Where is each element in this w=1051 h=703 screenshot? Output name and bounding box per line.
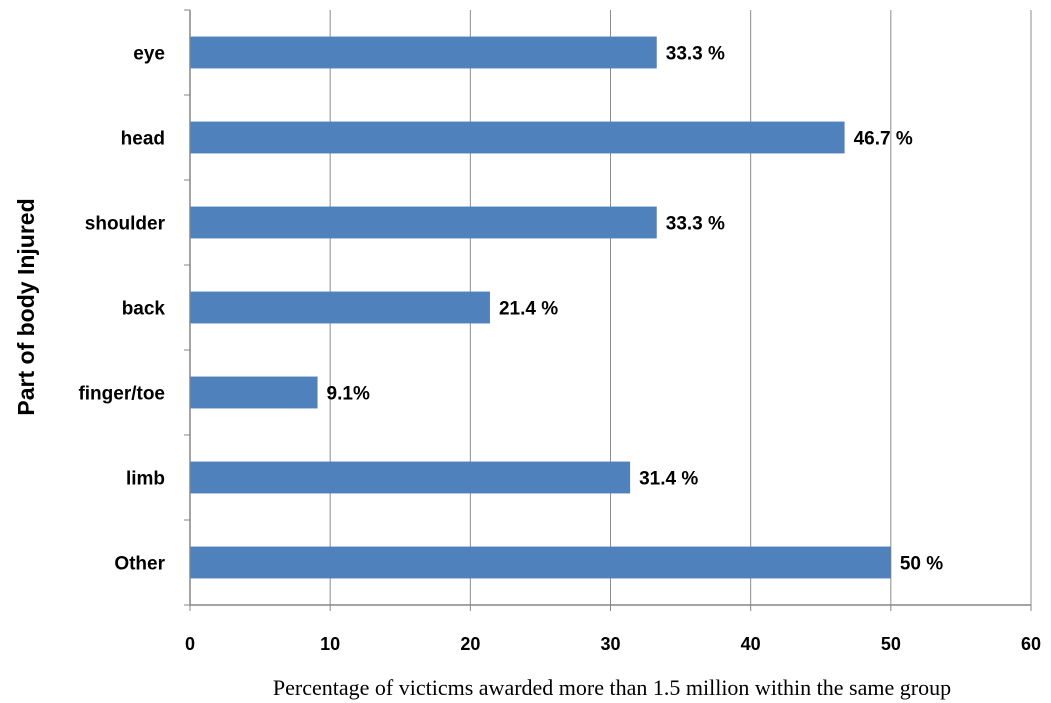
bar-2 — [190, 206, 657, 239]
x-tick-label-0: 0 — [185, 634, 195, 654]
x-tick-label-3: 30 — [600, 634, 620, 654]
data-label-0: 33.3 % — [666, 44, 725, 65]
category-label-6: Other — [114, 554, 165, 575]
x-axis-title: Percentage of victicms awarded more than… — [273, 675, 951, 700]
data-label-5: 31.4 % — [639, 469, 698, 490]
bar-5 — [190, 461, 631, 494]
gridlines — [329, 10, 1032, 605]
labels: 33.3 % eye 46.7 % head 33.3 % shoulder 21.4 % b… — [78, 44, 1041, 655]
data-label-2: 33.3 % — [666, 214, 725, 235]
x-tick-label-5: 50 — [881, 634, 901, 654]
data-label-1: 46.7 % — [854, 129, 913, 150]
x-tick-label-1: 10 — [320, 634, 340, 654]
category-label-3: back — [122, 299, 166, 320]
axes — [184, 9, 1032, 611]
category-label-0: eye — [133, 44, 165, 65]
y-axis-title: Part of body Injured — [13, 198, 39, 415]
category-label-5: limb — [126, 469, 165, 490]
data-label-6: 50 % — [900, 554, 943, 575]
category-label-2: shoulder — [85, 214, 166, 235]
bar-1 — [190, 121, 845, 154]
x-tick-label-6: 60 — [1021, 634, 1041, 654]
x-tick-label-2: 20 — [460, 634, 480, 654]
bars — [190, 36, 891, 579]
data-label-3: 21.4 % — [499, 299, 558, 320]
data-label-4: 9.1% — [327, 384, 370, 405]
category-label-4: finger/toe — [78, 384, 165, 405]
bar-0 — [190, 36, 657, 69]
x-tick-label-4: 40 — [741, 634, 761, 654]
category-label-1: head — [121, 129, 165, 150]
bar-4 — [190, 376, 318, 409]
bar-3 — [190, 291, 490, 324]
bar-6 — [190, 546, 891, 579]
